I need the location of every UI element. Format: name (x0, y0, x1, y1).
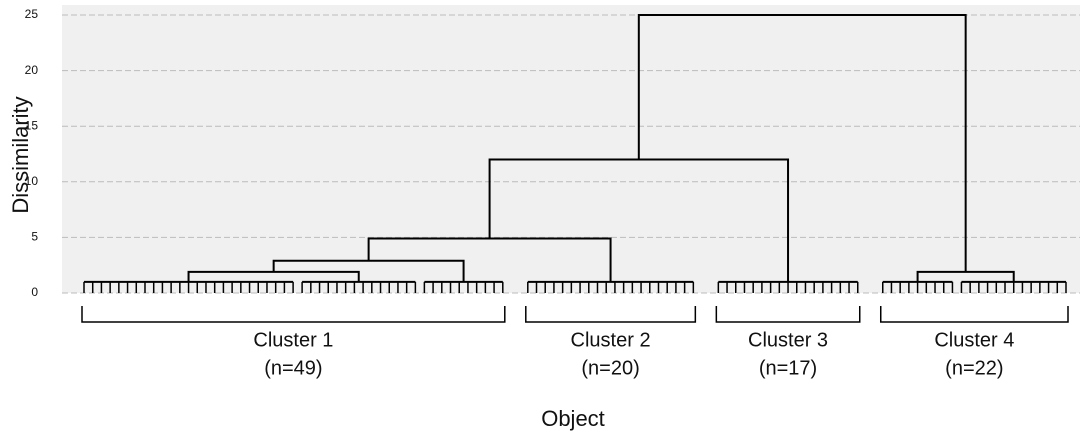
y-tick-label: 0 (31, 285, 38, 299)
plot-background (62, 5, 1080, 293)
cluster-size: (n=20) (581, 357, 639, 379)
cluster-label: Cluster 2 (571, 329, 651, 351)
y-tick-label: 20 (25, 63, 39, 77)
y-tick-label: 15 (25, 118, 39, 132)
cluster-label: Cluster 3 (748, 329, 828, 351)
cluster-bracket (879, 306, 1069, 323)
cluster-bracket (715, 306, 861, 323)
x-axis-label: Object (541, 406, 605, 431)
y-tick-label: 5 (31, 230, 38, 244)
cluster-bracket (525, 306, 697, 323)
cluster-size: (n=22) (945, 357, 1003, 379)
y-axis-label: Dissimilarity (8, 96, 33, 213)
merge-link (637, 14, 967, 272)
cluster-label: Cluster 4 (934, 329, 1014, 351)
cluster-bracket (81, 306, 506, 323)
cluster-size: (n=17) (759, 357, 817, 379)
y-tick-label: 10 (25, 174, 39, 188)
cluster-label: Cluster 1 (253, 329, 333, 351)
cluster-size: (n=49) (264, 357, 322, 379)
y-tick-label: 25 (25, 7, 39, 21)
